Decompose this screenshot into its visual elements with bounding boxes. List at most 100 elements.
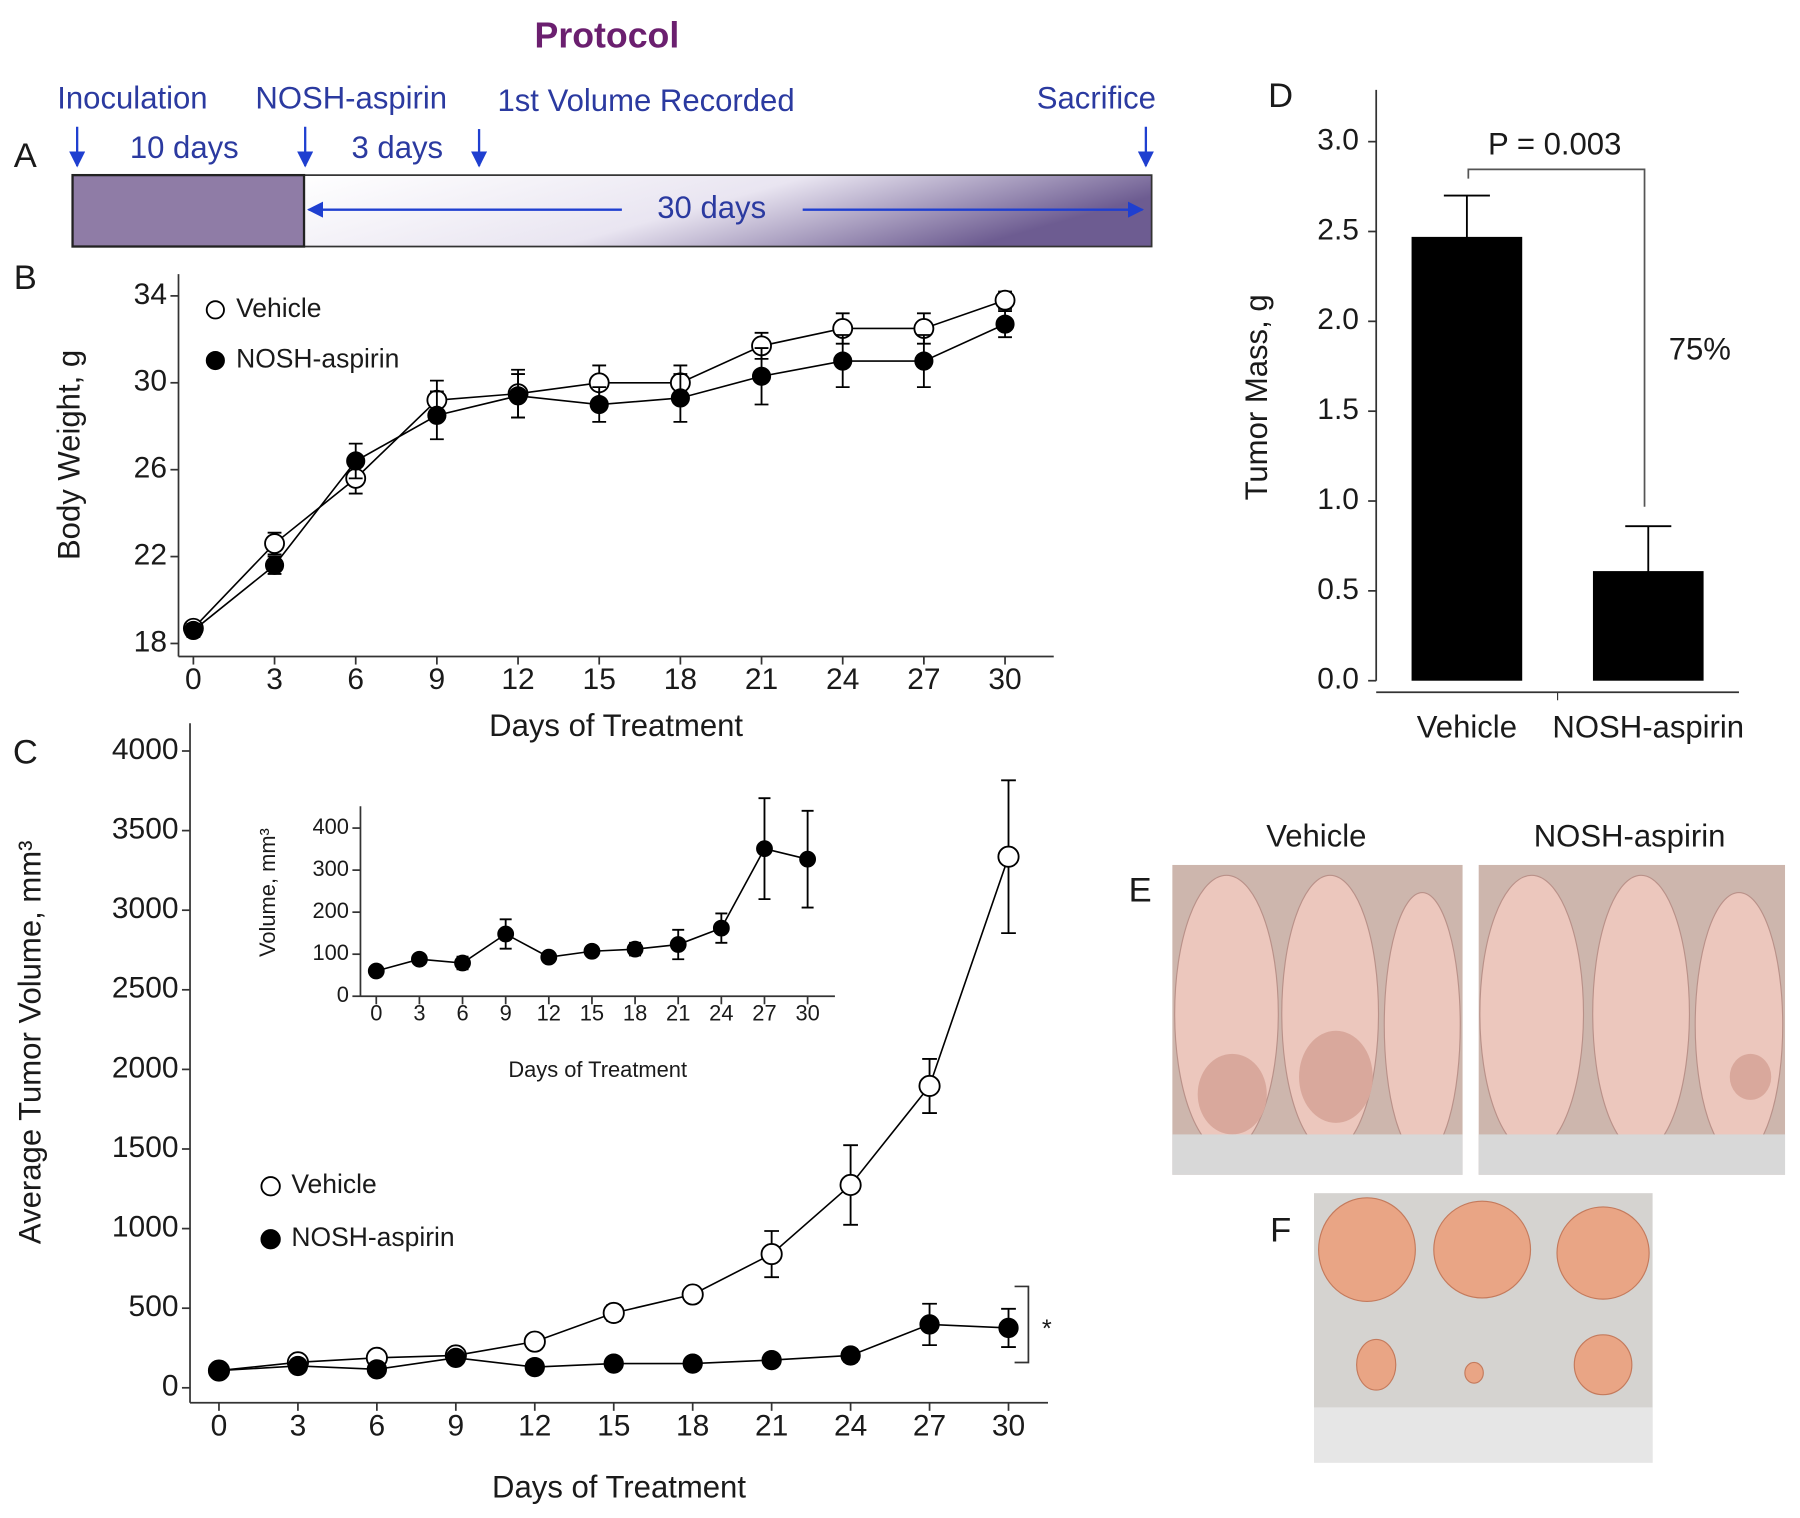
x-tick-label: 0: [211, 1409, 228, 1442]
marker: [497, 925, 515, 943]
marker: [183, 620, 203, 640]
x-tick-label: 30: [992, 1409, 1025, 1442]
y-tick-label: 1.0: [1317, 483, 1359, 516]
x-tick-label: 21: [745, 663, 778, 696]
marker: [918, 1074, 941, 1098]
x-tick-label: 18: [623, 1001, 647, 1026]
x-tick-label: 27: [752, 1001, 776, 1026]
marker: [602, 1301, 625, 1325]
y-tick-label: 26: [134, 452, 167, 485]
x-tick-label: 27: [913, 1409, 946, 1442]
y-axis-title: Body Weight, g: [52, 350, 87, 560]
y-tick-label: 0.0: [1317, 663, 1359, 696]
legend-marker: [260, 1229, 281, 1250]
marker: [540, 948, 558, 966]
x-tick-label: 30: [795, 1001, 819, 1026]
series-line: [218, 856, 1010, 1372]
x-tick-label: 24: [826, 663, 859, 696]
marker: [524, 1356, 545, 1378]
y-tick-label: 200: [312, 898, 348, 923]
marker: [508, 386, 528, 406]
x-tick-label: 12: [501, 663, 534, 696]
marker: [833, 351, 853, 371]
y-tick-label: 2500: [112, 972, 179, 1005]
y-axis-title: Average Tumor Volume, mm³: [12, 841, 47, 1245]
legend-label: Vehicle: [236, 293, 321, 323]
y-tick-label: 22: [134, 538, 167, 571]
x-tick-label: 9: [500, 1001, 512, 1026]
p-bracket: [1467, 168, 1646, 507]
x-tick-label: 18: [676, 1409, 709, 1442]
interval-label: 3 days: [352, 130, 444, 165]
significance-bracket: [1014, 1285, 1030, 1364]
x-tick-label: 6: [456, 1001, 468, 1026]
y-tick-label: 4000: [112, 733, 179, 766]
interval-label: 30 days: [657, 190, 766, 225]
marker: [264, 533, 285, 554]
marker: [367, 962, 385, 980]
x-tick-label: 24: [709, 1001, 733, 1026]
x-tick-label: 12: [537, 1001, 561, 1026]
y-axis-title: Tumor Mass, g: [1239, 294, 1274, 500]
annotation: P = 0.003: [1488, 127, 1621, 162]
legend-marker: [260, 1176, 281, 1197]
marker: [997, 845, 1020, 868]
marker: [670, 388, 690, 408]
x-tick-label: 15: [583, 663, 616, 696]
event-label: 1st Volume Recorded: [497, 83, 794, 118]
y-tick-label: 3000: [112, 892, 179, 925]
y-tick-label: 34: [134, 278, 167, 311]
y-tick-label: 100: [312, 940, 348, 965]
x-tick-label: 0: [370, 1001, 382, 1026]
x-tick-label: 3: [290, 1409, 307, 1442]
y-tick-label: 2.5: [1317, 213, 1359, 246]
legend-label: NOSH-aspirin: [291, 1222, 454, 1252]
panel-label: B: [14, 259, 37, 297]
marker: [919, 1314, 940, 1335]
x-tick-label: 3: [266, 663, 283, 696]
panel-label: D: [1268, 77, 1293, 115]
marker: [669, 936, 687, 953]
marker: [366, 1359, 388, 1380]
annotation: 75%: [1669, 332, 1731, 367]
photo-e: E Vehicle NOSH-aspirin: [1129, 819, 1786, 1175]
marker: [799, 850, 817, 868]
y-tick-label: 3500: [112, 813, 179, 846]
event-label: Inoculation: [57, 80, 207, 115]
chart: B 18 22 26 30 34 0 3 6 9 12 15 18 21 24 27 30 Days of Tre…: [14, 259, 1054, 743]
marker: [998, 1317, 1019, 1339]
bar: [1592, 571, 1704, 681]
y-tick-label: 500: [129, 1290, 179, 1323]
protocol: Protocol A Inoculation NOSH-aspirin 1st …: [14, 16, 1156, 248]
x-tick-label: 21: [755, 1409, 788, 1442]
protocol-title: Protocol: [535, 16, 680, 56]
y-tick-label: 1500: [112, 1131, 179, 1164]
legend-label: Vehicle: [291, 1169, 376, 1199]
panel-label: A: [14, 137, 37, 175]
y-tick-label: 30: [134, 365, 167, 398]
arrows: [69, 126, 1154, 218]
legend-label: NOSH-aspirin: [236, 344, 399, 374]
marker: [346, 451, 366, 471]
inoculation-bar: [71, 173, 306, 248]
marker: [287, 1355, 309, 1377]
x-tick-label: NOSH-aspirin: [1552, 709, 1744, 744]
marker: [994, 289, 1016, 311]
panel-label: C: [13, 734, 38, 772]
x-tick-label: 12: [518, 1409, 551, 1442]
marker: [756, 840, 773, 858]
marker: [995, 314, 1015, 334]
x-tick-label: 0: [185, 663, 202, 696]
x-tick-label: 9: [429, 663, 446, 696]
y-tick-label: 0: [162, 1370, 179, 1403]
x-tick-label: 15: [597, 1409, 630, 1442]
bar: [1411, 236, 1523, 681]
x-tick-label: 9: [448, 1409, 465, 1442]
marker: [523, 1330, 546, 1353]
y-tick-label: 300: [312, 856, 348, 881]
marker: [454, 954, 471, 972]
marker: [682, 1353, 703, 1374]
photo-column-label: NOSH-aspirin: [1534, 819, 1726, 854]
